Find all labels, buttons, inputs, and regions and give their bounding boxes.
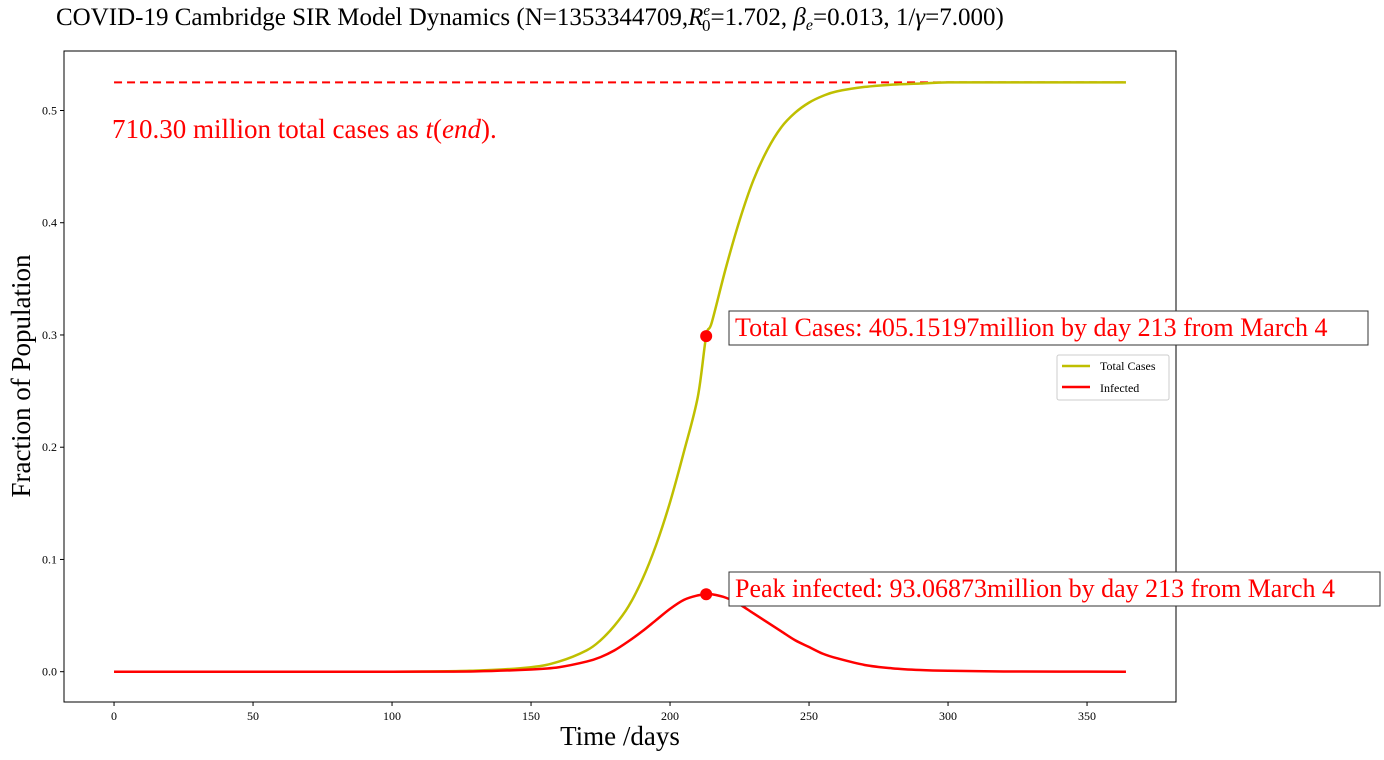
y-tick-label: 0.3 (42, 328, 57, 342)
series-line-total-cases (114, 81, 1126, 674)
y-tick-label: 0.1 (42, 552, 57, 566)
legend: Total Cases Infected (1056, 354, 1170, 401)
total-end-annotation: 710.30 million total cases as t(end). (112, 114, 497, 144)
x-tick-label: 0 (111, 709, 117, 723)
x-tick-label: 200 (661, 709, 679, 723)
x-tick-label: 150 (522, 709, 540, 723)
y-tick-label: 0.4 (42, 216, 57, 230)
chart-title: COVID-19 Cambridge SIR Model Dynamics (N… (56, 3, 1004, 35)
total-cases-label-box (728, 310, 1369, 346)
legend-label-total-cases: Total Cases (1100, 359, 1156, 373)
data-point-marker (700, 330, 713, 343)
y-tick-label: 0.0 (42, 665, 57, 679)
x-tick-label: 300 (939, 709, 957, 723)
x-axis-label: Time /days (560, 721, 680, 751)
plot-frame (63, 50, 1177, 703)
x-tick-label: 250 (800, 709, 818, 723)
total-cases-label: Total Cases: 405.15197million by day 213… (735, 313, 1328, 342)
y-tick-label: 0.5 (42, 103, 57, 117)
legend-label-infected: Infected (1100, 381, 1139, 395)
y-axis-label: Fraction of Population (6, 254, 36, 497)
x-tick-label: 350 (1078, 709, 1096, 723)
peak-infected-label: Peak infected: 93.06873million by day 21… (735, 574, 1335, 603)
data-point-marker (700, 588, 713, 601)
y-tick-label: 0.2 (42, 440, 57, 454)
x-tick-label: 100 (383, 709, 401, 723)
peak-infected-label-box (728, 571, 1381, 607)
x-tick-label: 50 (247, 709, 259, 723)
